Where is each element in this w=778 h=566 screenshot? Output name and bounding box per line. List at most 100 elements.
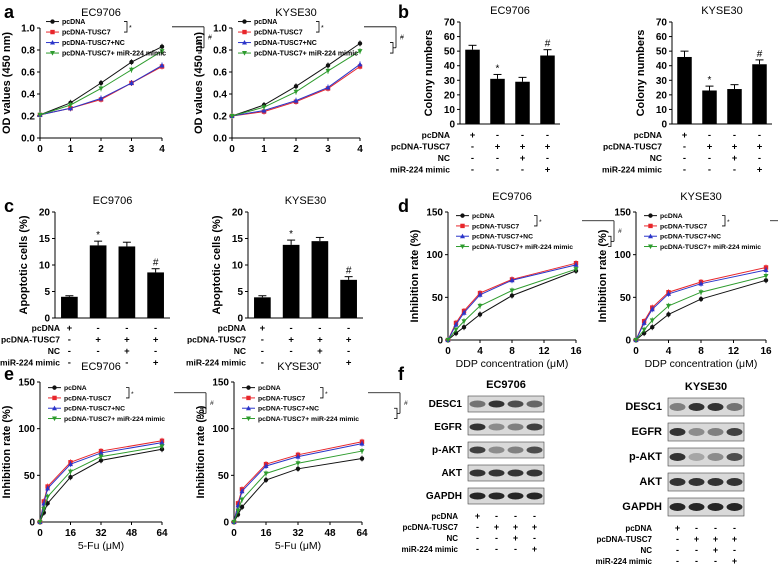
line-chart-e-kyse30: 0 50 100 150 0 16 32 48 64 KYSE30 Inhibition rate …: [195, 361, 408, 552]
blot-strip-gapdh: [667, 497, 745, 517]
data-point: [698, 290, 704, 295]
data-point: [239, 488, 245, 494]
data-point: [45, 494, 51, 500]
y-tick-label-3: 150: [426, 208, 443, 219]
b2-sign: +: [682, 130, 688, 141]
y-tick-label-2: 100: [212, 424, 229, 435]
panel-label-e: e: [4, 364, 14, 384]
bar-chart-b-ec9706: 0 10 20 30 40 50 60 70 EC9706 Colony numbers * # pcD…: [390, 5, 560, 176]
legend-marker-2: [52, 405, 57, 411]
f1-sign: -: [476, 522, 479, 532]
f1-sign: -: [533, 511, 536, 521]
legend-marker-0: [242, 19, 247, 24]
data-point: [633, 338, 639, 343]
x-tick-label-4: 64: [356, 528, 368, 539]
legend-label-0: pcDNA: [258, 385, 281, 392]
b1-sign: -: [496, 165, 499, 176]
data-point: [37, 520, 43, 525]
c2-sign: -: [318, 358, 321, 369]
y-tick-label-5: 50: [444, 47, 456, 58]
legend-bracket-star: [124, 21, 128, 33]
c1-sign: +: [153, 335, 159, 346]
blot-strip-egfr: [467, 418, 545, 436]
data-point: [239, 504, 245, 510]
data-point: [239, 497, 245, 503]
panel-label-c: c: [4, 196, 14, 216]
c2-sign: -: [261, 346, 264, 357]
x-tick-label-0: 0: [633, 346, 639, 357]
legend-label-2: pcDNA-TUSC7+NC: [472, 234, 533, 241]
f2-sign: -: [714, 523, 717, 533]
legend-hash: #: [404, 400, 408, 407]
blot-band: [726, 453, 743, 461]
series-line-3: [447, 268, 577, 341]
data-point: [445, 338, 451, 343]
legend-marker-2: [50, 39, 55, 45]
f1-sign: -: [495, 533, 498, 543]
x-tick-label-3: 48: [126, 528, 138, 539]
x-tick-label-4: 16: [760, 346, 772, 357]
chart-title: EC9706: [490, 5, 530, 17]
data-point: [235, 508, 241, 514]
blot-band: [707, 478, 724, 486]
legend-marker-2: [460, 233, 465, 239]
blot-band: [488, 492, 505, 500]
b2-sign: -: [708, 130, 711, 141]
series-line-2: [447, 264, 577, 341]
data-point: [509, 293, 515, 298]
f1-row-label-1: pcDNA-TUSC7: [402, 523, 458, 532]
bar-0: [61, 296, 78, 318]
blot-band: [707, 503, 724, 511]
blot-strip-akt: [667, 472, 745, 492]
blot-band: [507, 400, 524, 408]
bar-3: [752, 64, 767, 124]
legend-label-1: pcDNA-TUSC7: [472, 223, 519, 230]
legend-bracket-star: [722, 215, 726, 227]
data-point: [461, 319, 467, 324]
y-tick-label-0: 0: [237, 314, 243, 325]
blot-band: [507, 423, 524, 431]
legend-label-1: pcDNA-TUSC7: [660, 223, 707, 230]
x-tick-label-3: 12: [728, 346, 740, 357]
bar-chart-c-kyse30: 0 5 10 15 20 KYSE30 Apoptotic cells (%) * # pcDNA…: [186, 195, 363, 369]
y-axis-label: Inhibition rate (%): [597, 229, 609, 322]
data-point: [461, 310, 467, 315]
data-point: [641, 320, 647, 325]
c1-sign: -: [68, 335, 71, 346]
y-tick-label-5: 50: [656, 47, 668, 58]
y-tick-label-4: 40: [444, 61, 456, 72]
bar-chart-b-kyse30: 0 10 20 30 40 50 60 70 KYSE30 Colony numbers * # pcD…: [602, 5, 772, 176]
b1-sign: +: [520, 142, 526, 153]
line-chart-e-ec9706: 0 50 100 150 0 16 32 48 64 EC9706 Inhibition rate …: [1, 361, 214, 552]
f2-sign: -: [733, 545, 736, 555]
y-tick-label-3: 0.6: [213, 68, 227, 79]
data-point: [98, 95, 104, 101]
significance-mark-3: #: [153, 258, 159, 269]
b2-sign: -: [683, 142, 686, 153]
legend-hash: #: [618, 228, 622, 235]
legend-bracket-hash-inner: [394, 407, 398, 419]
c2-sign: +: [346, 358, 352, 369]
data-point: [453, 322, 459, 327]
data-point: [98, 86, 104, 92]
blot-band: [669, 428, 686, 436]
blot-band: [526, 446, 543, 454]
data-point: [37, 112, 43, 118]
data-point: [261, 105, 267, 110]
f1-sign: +: [475, 511, 480, 521]
b1-sign: -: [471, 142, 474, 153]
b1-sign: +: [495, 142, 501, 153]
legend-label-3: pcDNA-TUSC7+ miR-224 mimic: [660, 244, 761, 251]
x-tick-label-4: 64: [156, 528, 168, 539]
f1-sign: +: [532, 544, 537, 554]
blot-band: [526, 400, 543, 408]
c2-sign: -: [290, 346, 293, 357]
data-point: [359, 441, 365, 446]
chart-title: EC9706: [492, 191, 532, 203]
f1-sign: +: [494, 522, 499, 532]
blot-row-label-0: DESC1: [429, 399, 463, 410]
f1-sign: +: [513, 533, 518, 543]
blot-row-label-1: EGFR: [434, 422, 463, 433]
data-point: [293, 89, 299, 95]
legend-star: *: [321, 25, 324, 32]
